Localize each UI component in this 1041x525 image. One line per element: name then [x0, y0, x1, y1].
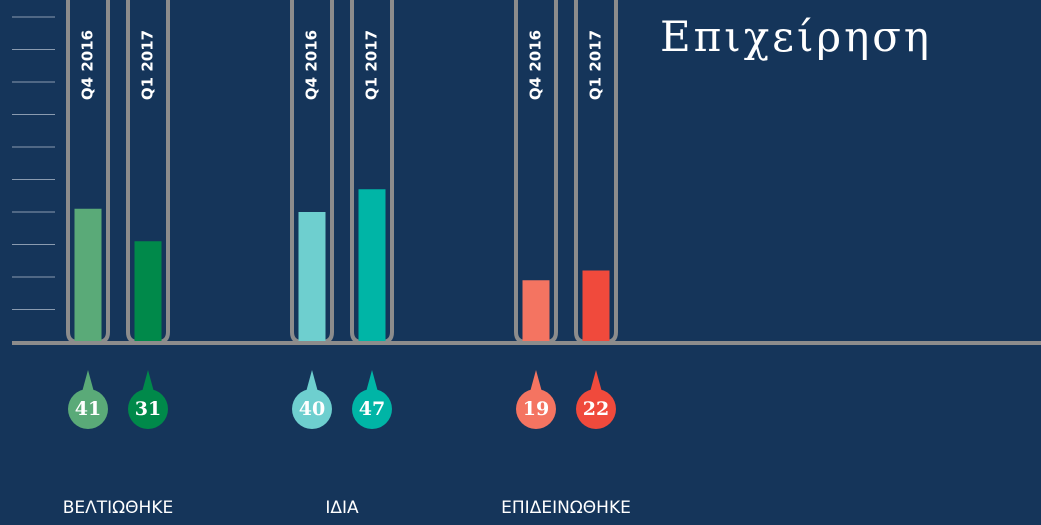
series-label: Q1 2017: [363, 30, 381, 100]
bar: [582, 270, 610, 342]
series-label: Q1 2017: [139, 30, 157, 100]
series-label: Q4 2016: [303, 30, 321, 100]
category-label: ΙΔΙΑ: [325, 498, 359, 518]
bubble: [128, 389, 168, 429]
bubble: [516, 389, 556, 429]
bubble: [68, 389, 108, 429]
bar: [298, 212, 326, 342]
value-label: 40: [299, 398, 325, 420]
category-label: ΒΕΛΤΙΩΘΗΚΕ: [63, 498, 173, 518]
value-label: 19: [523, 398, 549, 420]
value-label: 47: [359, 398, 385, 420]
value-label: 31: [135, 398, 161, 420]
value-label: 22: [583, 398, 609, 420]
value-label: 41: [75, 398, 101, 420]
bar: [134, 241, 162, 342]
bar: [74, 208, 102, 342]
series-label: Q1 2017: [587, 30, 605, 100]
bubble: [576, 389, 616, 429]
bubble-pointer: [366, 370, 378, 392]
bubble-pointer: [530, 370, 542, 392]
series-label: Q4 2016: [79, 30, 97, 100]
bubble-pointer: [82, 370, 94, 392]
bubble: [352, 389, 392, 429]
bubble: [292, 389, 332, 429]
bubble-pointer: [142, 370, 154, 392]
category-label: ΕΠΙΔΕΙΝΩΘΗΚΕ: [501, 498, 631, 518]
bar: [358, 189, 386, 342]
chart-title: Επιχείρηση: [660, 12, 932, 61]
bar: [522, 280, 550, 342]
bubble-pointer: [590, 370, 602, 392]
series-label: Q4 2016: [527, 30, 545, 100]
bubble-pointer: [306, 370, 318, 392]
